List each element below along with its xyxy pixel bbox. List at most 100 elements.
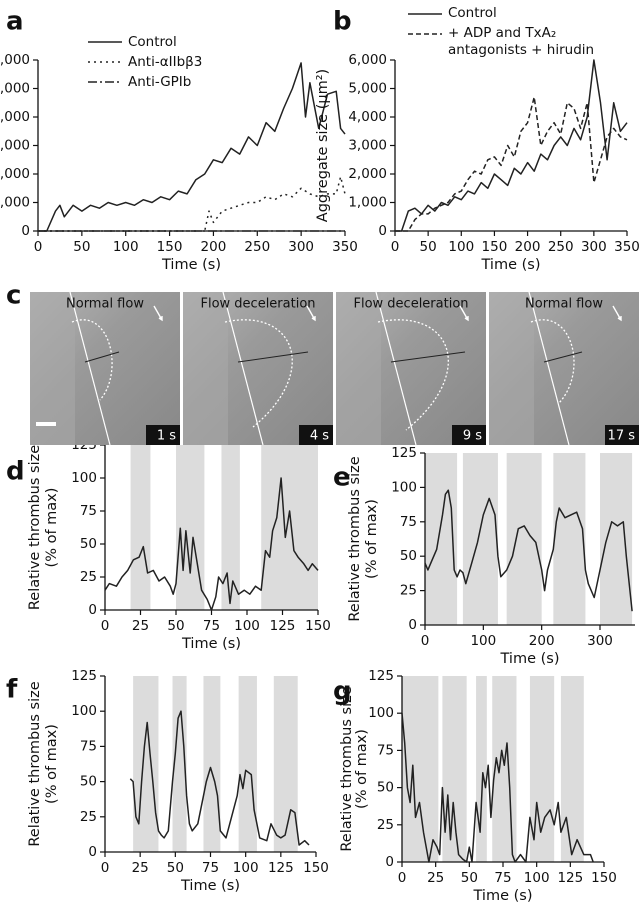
frame-title: Flow deceleration [200, 297, 315, 312]
image-frame: Flow deceleration 9 s [336, 291, 486, 446]
shaded-region [221, 445, 240, 610]
thrombus-outline [530, 319, 575, 404]
x-tick-label: 200 [201, 239, 227, 255]
y-tick-label: 75 [400, 514, 417, 530]
x-tick-label: 50 [73, 239, 90, 255]
frame-title: Flow deceleration [353, 297, 468, 312]
x-tick-label: 75 [203, 618, 220, 634]
vessel-edge [222, 291, 264, 446]
y-tick-label: 100 [71, 470, 97, 486]
x-tick-label: 125 [270, 618, 296, 634]
y-tick-label: 4,000 [348, 109, 387, 125]
y-tick-label: 5,000 [0, 81, 30, 97]
x-tick-label: 300 [587, 633, 613, 649]
y-axis-label: (% of max) [44, 724, 60, 804]
shaded-region [130, 445, 151, 610]
x-tick-label: 125 [557, 870, 583, 886]
x-tick-label: 25 [427, 870, 444, 886]
data-line [129, 710, 310, 846]
y-tick-label: 25 [400, 583, 417, 599]
x-tick-label: 0 [398, 870, 407, 886]
y-tick-label: 0 [88, 844, 97, 860]
x-tick-label: 300 [581, 239, 607, 255]
data-line [38, 62, 346, 232]
shaded-region [442, 676, 467, 862]
shaded-region [273, 676, 298, 852]
shaded-region [172, 676, 187, 852]
y-tick-label: 2,000 [348, 166, 387, 182]
time-box [605, 425, 639, 445]
y-axis-label: Relative thrombus size [27, 681, 43, 846]
vessel-edge [528, 291, 570, 446]
x-axis-label: Time (s) [481, 257, 541, 273]
panel-label: e [333, 463, 351, 493]
x-tick-label: 150 [303, 860, 329, 876]
measure-line [237, 351, 309, 363]
y-tick-label: 3,000 [348, 138, 387, 154]
y-tick-label: 100 [71, 703, 97, 719]
legend-label: Control [128, 34, 177, 50]
y-tick-label: 0 [378, 223, 387, 239]
y-tick-label: 75 [377, 742, 394, 758]
x-tick-label: 25 [132, 618, 149, 634]
x-tick-label: 75 [202, 860, 219, 876]
shaded-region [560, 676, 584, 862]
legend-label: Control [448, 5, 497, 21]
y-axis-label: (% of max) [364, 499, 380, 579]
x-axis-label: Time (s) [500, 651, 560, 667]
y-tick-label: 50 [377, 780, 394, 796]
legend-label: Anti-GPIb [128, 74, 191, 90]
x-tick-label: 100 [234, 618, 260, 634]
y-axis-label: Aggregate size (µm²) [315, 69, 331, 222]
y-tick-label: 2,000 [0, 166, 30, 182]
shaded-region [492, 676, 517, 862]
y-tick-label: 5,000 [348, 81, 387, 97]
time-box [146, 425, 180, 445]
vessel-wall [30, 292, 75, 445]
shaded-region [476, 676, 487, 862]
shaded-region [506, 453, 542, 625]
y-axis-label: (% of max) [44, 488, 60, 568]
data-line [401, 713, 594, 863]
y-tick-label: 50 [80, 774, 97, 790]
x-tick-label: 100 [470, 633, 496, 649]
y-tick-label: 75 [80, 738, 97, 754]
x-tick-label: 250 [244, 239, 270, 255]
vessel-edge [375, 291, 417, 446]
panel-label: g [333, 677, 352, 707]
x-tick-label: 100 [524, 870, 550, 886]
data-line [424, 489, 633, 612]
x-tick-label: 0 [421, 633, 430, 649]
legend-label: Anti-αIIbβ3 [128, 54, 202, 70]
data-line [38, 176, 346, 232]
flow-arrow [153, 305, 163, 322]
x-tick-label: 50 [167, 860, 184, 876]
x-tick-label: 350 [614, 239, 640, 255]
thrombus-outline [377, 319, 449, 431]
scale-bar [36, 422, 56, 426]
y-tick-label: 125 [71, 668, 97, 684]
y-tick-label: 125 [391, 445, 417, 461]
x-tick-label: 125 [268, 860, 294, 876]
image-frame: Normal flow 1 s [30, 291, 180, 446]
panel-label: c [6, 281, 21, 311]
measure-line [390, 351, 466, 363]
x-tick-label: 100 [448, 239, 474, 255]
y-axis-label: (% of max) [354, 729, 370, 809]
x-tick-label: 200 [529, 633, 555, 649]
y-tick-label: 1,000 [348, 195, 387, 211]
flow-arrow [612, 305, 622, 322]
frame-title: Normal flow [525, 297, 603, 312]
measure-line [84, 351, 120, 363]
shaded-region [402, 676, 439, 862]
x-axis-label: Time (s) [473, 888, 533, 902]
time-box [452, 425, 486, 445]
measure-line [543, 351, 583, 363]
x-tick-label: 350 [332, 239, 358, 255]
shaded-region [462, 453, 498, 625]
x-tick-label: 50 [420, 239, 437, 255]
x-tick-label: 200 [515, 239, 541, 255]
x-tick-label: 150 [482, 239, 508, 255]
y-tick-label: 0 [408, 617, 417, 633]
data-line [395, 96, 628, 232]
